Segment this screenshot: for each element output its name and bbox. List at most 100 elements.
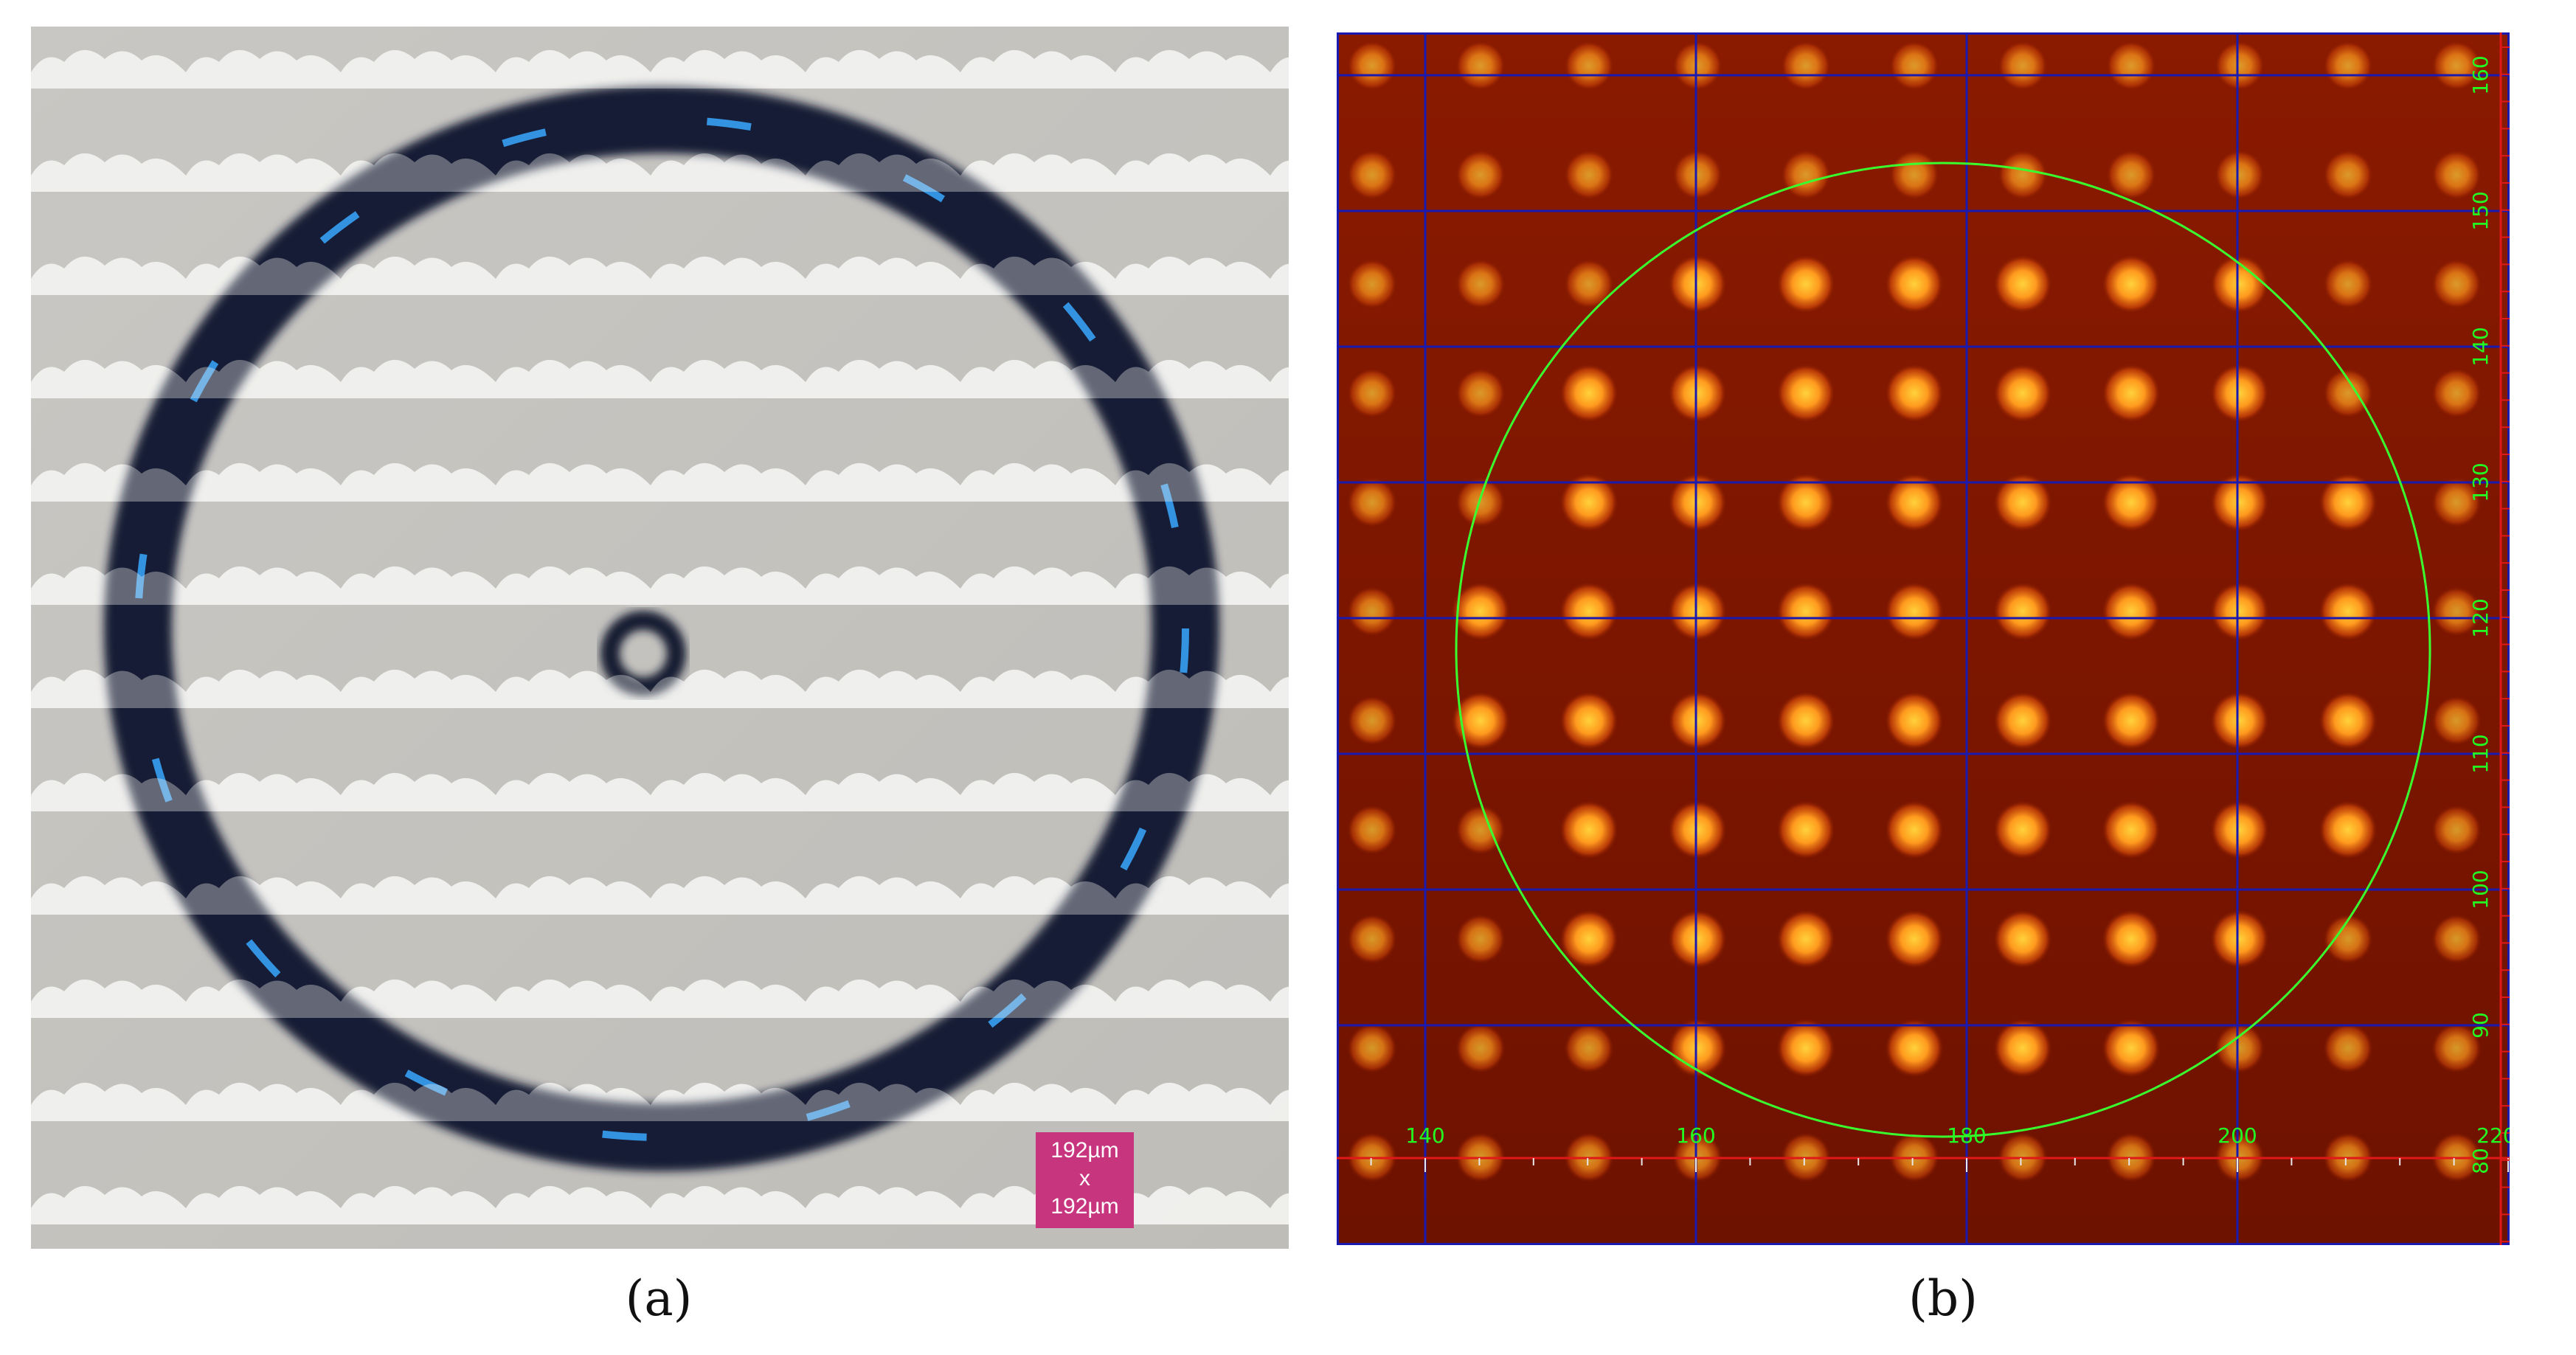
intensity-spot xyxy=(1993,473,2052,532)
intensity-map: 140 160 180 200 220 160 150 140 130 120 … xyxy=(1337,32,2510,1245)
intensity-spot xyxy=(1559,473,1618,532)
intensity-spot xyxy=(1781,150,1831,200)
intensity-spot xyxy=(2431,914,2482,964)
micrograph-panel-a: 192µm x 192µm xyxy=(31,27,1289,1249)
grid-lines xyxy=(1337,32,2510,1245)
intensity-spot xyxy=(1672,150,1722,200)
intensity-spot xyxy=(1347,914,1397,964)
intensity-spot xyxy=(2323,914,2373,964)
panel-label-a: (a) xyxy=(625,1270,693,1327)
intensity-spot xyxy=(1993,1019,2052,1078)
intensity-spot xyxy=(2319,691,2378,750)
intensity-spot xyxy=(1776,364,1835,423)
intensity-spot xyxy=(2210,364,2269,423)
intensity-spot xyxy=(2210,800,2269,859)
intensity-spot xyxy=(1455,805,1506,855)
intensity-spot xyxy=(1993,800,2052,859)
intensity-spot xyxy=(1559,691,1618,750)
intensity-spot xyxy=(2431,477,2482,527)
y-tick-label: 100 xyxy=(2468,870,2493,909)
x-tick-label: 220 xyxy=(2476,1123,2510,1148)
intensity-spot xyxy=(2106,150,2156,200)
x-tick-label: 160 xyxy=(1676,1123,1715,1148)
intensity-spot xyxy=(1885,800,1944,859)
intensity-spot xyxy=(1455,914,1506,964)
intensity-spot xyxy=(2323,1023,2373,1073)
intensity-spot xyxy=(1885,909,1944,968)
intensity-spot xyxy=(1347,41,1397,91)
intensity-spot xyxy=(1451,691,1510,750)
intensity-spot xyxy=(1993,364,2052,423)
intensity-spot xyxy=(1776,473,1835,532)
intensity-spot xyxy=(1668,691,1727,750)
intensity-spot xyxy=(1347,150,1397,200)
intensity-spot xyxy=(2102,364,2161,423)
intensity-spot xyxy=(1668,800,1727,859)
intensity-spot xyxy=(2431,41,2482,91)
x-tick-label: 180 xyxy=(1947,1123,1986,1148)
intensity-spot xyxy=(1455,259,1506,309)
micrograph-image xyxy=(31,27,1289,1249)
intensity-spot xyxy=(1347,696,1397,746)
intensity-spot xyxy=(1993,909,2052,968)
intensity-spot xyxy=(2323,368,2373,418)
intensity-spot xyxy=(1455,150,1506,200)
intensity-spot xyxy=(2431,696,2482,746)
intensity-spot xyxy=(1776,691,1835,750)
intensity-map-panel-b: 140 160 180 200 220 160 150 140 130 120 … xyxy=(1337,32,2510,1245)
intensity-spot xyxy=(1347,477,1397,527)
intensity-spot xyxy=(1564,259,1614,309)
intensity-spot xyxy=(2431,368,2482,418)
y-tick-label: 110 xyxy=(2468,734,2493,773)
intensity-spot xyxy=(1776,909,1835,968)
y-tick-label: 130 xyxy=(2468,462,2493,502)
intensity-spot xyxy=(1776,800,1835,859)
intensity-spot xyxy=(1885,473,1944,532)
intensity-spot xyxy=(1668,473,1727,532)
intensity-spot xyxy=(2319,800,2378,859)
intensity-spot xyxy=(1993,254,2052,313)
intensity-spot xyxy=(1885,582,1944,641)
intensity-spot xyxy=(2319,582,2378,641)
intensity-spot xyxy=(2102,1019,2161,1078)
intensity-spot xyxy=(2106,41,2156,91)
intensity-spot xyxy=(1564,41,1614,91)
scale-badge: 192µm x 192µm xyxy=(1036,1132,1134,1228)
y-tick-label: 90 xyxy=(2468,1012,2493,1039)
intensity-spot xyxy=(1885,364,1944,423)
intensity-spot xyxy=(2323,150,2373,200)
intensity-spot xyxy=(1564,150,1614,200)
intensity-spot xyxy=(1451,582,1510,641)
intensity-spot xyxy=(1885,254,1944,313)
intensity-spot xyxy=(2431,150,2482,200)
scale-badge-line-3: 192µm xyxy=(1050,1194,1119,1219)
intensity-spot xyxy=(2431,805,2482,855)
intensity-spot xyxy=(1455,368,1506,418)
intensity-spot xyxy=(1885,691,1944,750)
map-border xyxy=(1337,32,2510,1245)
intensity-spot xyxy=(1668,1019,1727,1078)
y-tick-label: 150 xyxy=(2468,191,2493,230)
y-tick-label: 80 xyxy=(2468,1148,2493,1174)
intensity-spot xyxy=(2102,800,2161,859)
aperture-circle xyxy=(1455,162,2431,1138)
intensity-spot xyxy=(2431,259,2482,309)
intensity-spot xyxy=(1455,477,1506,527)
intensity-spot xyxy=(1347,368,1397,418)
intensity-spot xyxy=(1668,582,1727,641)
panel-label-b: (b) xyxy=(1908,1270,1978,1327)
intensity-spot xyxy=(1889,150,1939,200)
intensity-spot xyxy=(1998,41,2048,91)
intensity-spot xyxy=(2319,473,2378,532)
intensity-spot xyxy=(1347,1023,1397,1073)
intensity-spot xyxy=(1776,582,1835,641)
intensity-spot xyxy=(1455,41,1506,91)
intensity-spot xyxy=(2323,259,2373,309)
intensity-spot xyxy=(1889,41,1939,91)
intensity-spot xyxy=(2102,691,2161,750)
intensity-spot xyxy=(1559,909,1618,968)
intensity-spot xyxy=(1776,254,1835,313)
x-tick-label: 140 xyxy=(1405,1123,1444,1148)
x-axis-ticks xyxy=(1370,1158,2509,1172)
intensity-spot xyxy=(1347,805,1397,855)
